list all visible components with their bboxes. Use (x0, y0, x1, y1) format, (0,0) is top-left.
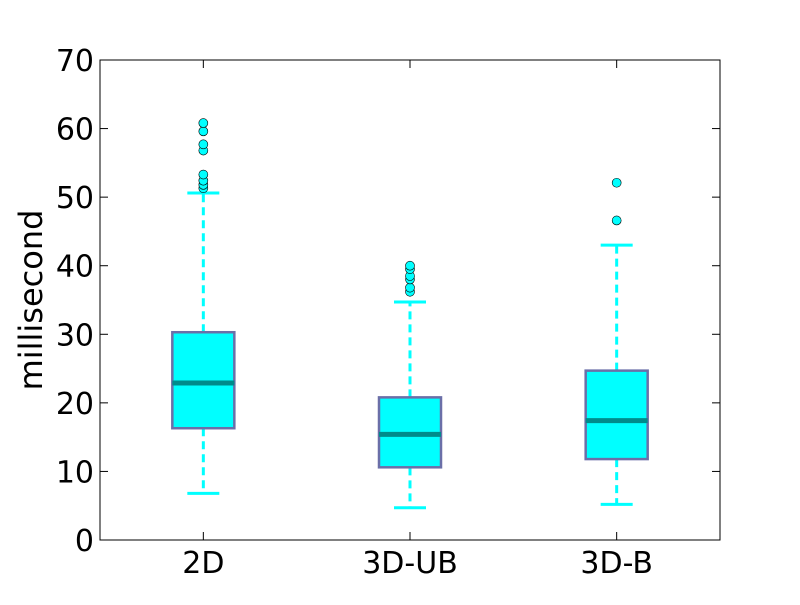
box-group (377, 260, 443, 510)
y-tick-label: 50 (56, 181, 94, 216)
y-tick-label: 70 (56, 44, 94, 79)
outlier-point (611, 215, 622, 226)
outlier-point (405, 260, 415, 271)
outlier-point (198, 126, 209, 137)
y-axis-ticks: 0 10 20 30 40 50 60 70 (56, 44, 720, 559)
boxes-layer (171, 118, 649, 510)
x-tick-label: 3D-B (580, 546, 653, 581)
outlier-point (198, 118, 209, 128)
y-tick-label: 0 (75, 524, 94, 559)
y-tick-label: 30 (56, 318, 94, 353)
y-tick-label: 40 (56, 250, 94, 285)
y-tick-label: 10 (56, 455, 94, 490)
box (584, 369, 649, 461)
x-tick-label: 2D (182, 546, 224, 581)
outlier-point (198, 139, 209, 150)
y-tick-label: 60 (56, 113, 94, 148)
x-tick-label: 3D-UB (362, 546, 458, 581)
outlier-point (405, 282, 415, 293)
box-group (584, 177, 649, 506)
outlier-point (198, 169, 209, 180)
y-tick-label: 20 (56, 387, 94, 422)
y-axis-label: millisecond (12, 210, 50, 391)
x-axis-ticks: 2D 3D-UB 3D-B (182, 60, 653, 581)
outlier-point (611, 177, 622, 188)
box (171, 330, 236, 430)
box-group (171, 118, 236, 495)
